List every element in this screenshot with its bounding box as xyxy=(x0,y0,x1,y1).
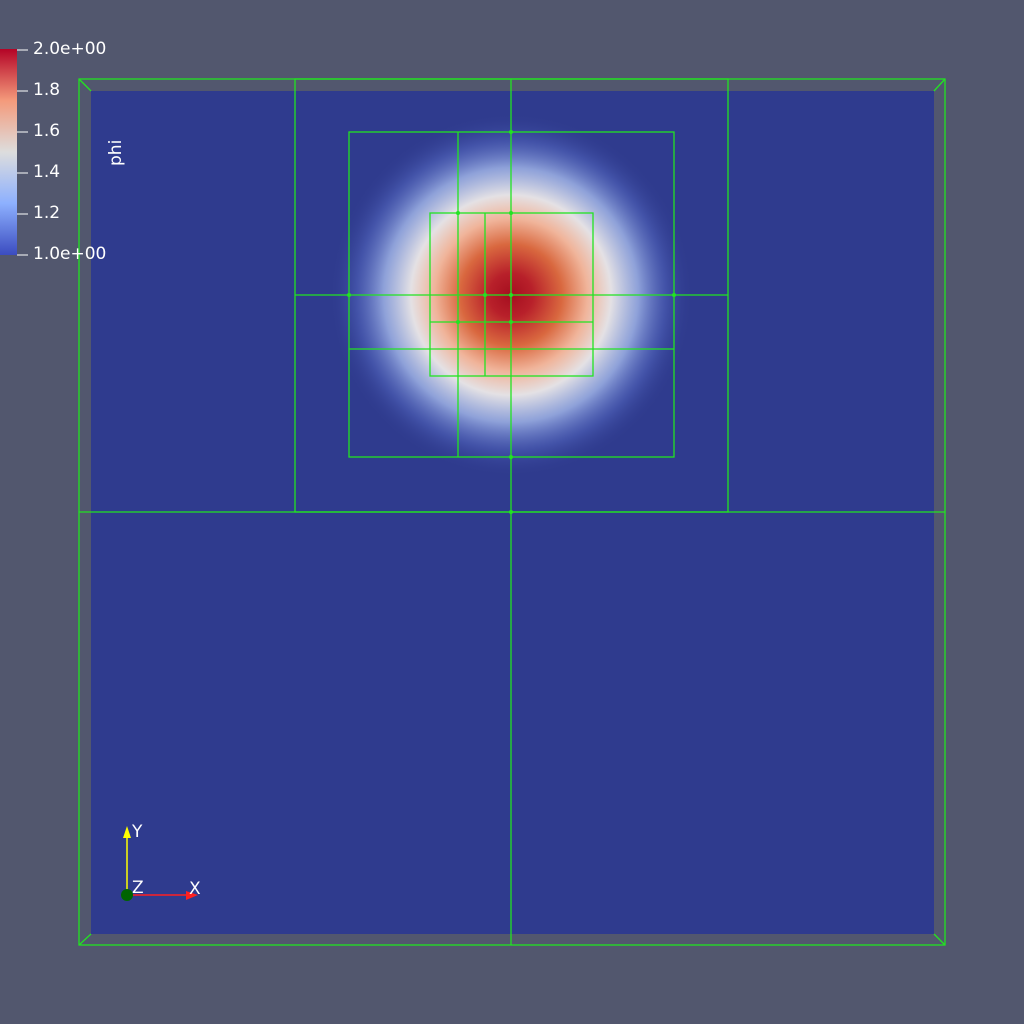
colorbar-tick-label: 1.6 xyxy=(33,121,61,141)
colorbar-tick-label: 1.4 xyxy=(33,162,61,182)
amr-grid-nodes xyxy=(347,130,676,514)
colorbar-gradient xyxy=(0,49,17,255)
y-axis-label: Y xyxy=(132,822,143,842)
y-axis-arrow xyxy=(123,826,131,838)
colorbar-tick-label: 1.2 xyxy=(33,203,61,223)
colorbar-tick-label: 2.0e+00 xyxy=(33,39,107,59)
x-axis-label: X xyxy=(189,879,201,899)
colorbar-title: phi xyxy=(106,139,126,166)
colorbar-tick-label: 1.0e+00 xyxy=(33,244,107,264)
colorbar-ticks xyxy=(17,49,28,256)
x-axis-arrow xyxy=(186,891,198,900)
z-axis-marker xyxy=(121,889,133,901)
z-axis-label: Z xyxy=(132,878,144,898)
orientation-axes xyxy=(121,826,198,901)
colorbar-tick-label: 1.8 xyxy=(33,80,61,100)
